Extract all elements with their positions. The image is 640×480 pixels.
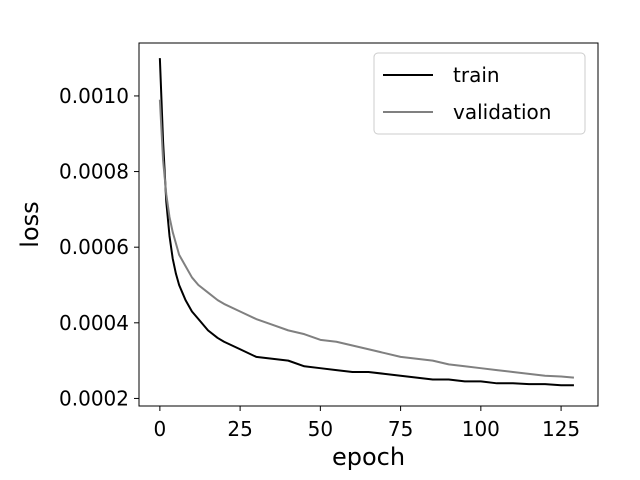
x-tick-label: 75: [388, 417, 413, 441]
legend-label-train: train: [453, 63, 500, 87]
y-ticks: 0.0002 0.0004 0.0006 0.0008 0.0010: [59, 84, 139, 410]
y-tick-label: 0.0002: [59, 386, 129, 410]
x-tick-label: 100: [462, 417, 500, 441]
legend: train validation: [373, 52, 586, 135]
y-tick-label: 0.0006: [59, 235, 129, 259]
x-axis-label: epoch: [332, 443, 405, 471]
plot-frame: [138, 42, 599, 407]
legend-box: [373, 52, 586, 135]
x-ticks: 0 25 50 75 100 125: [153, 406, 580, 441]
legend-label-validation: validation: [453, 100, 551, 124]
x-tick-label: 0: [153, 417, 166, 441]
y-axis-label: loss: [16, 201, 44, 247]
x-tick-label: 50: [308, 417, 333, 441]
y-tick-label: 0.0004: [59, 311, 129, 335]
series-line-validation: [158, 99, 575, 379]
x-tick-label: 25: [227, 417, 252, 441]
x-tick-label: 125: [542, 417, 580, 441]
y-tick-label: 0.0010: [59, 84, 129, 108]
y-tick-label: 0.0008: [59, 160, 129, 184]
series-layer: [158, 58, 575, 387]
series-line-train: [158, 58, 574, 387]
